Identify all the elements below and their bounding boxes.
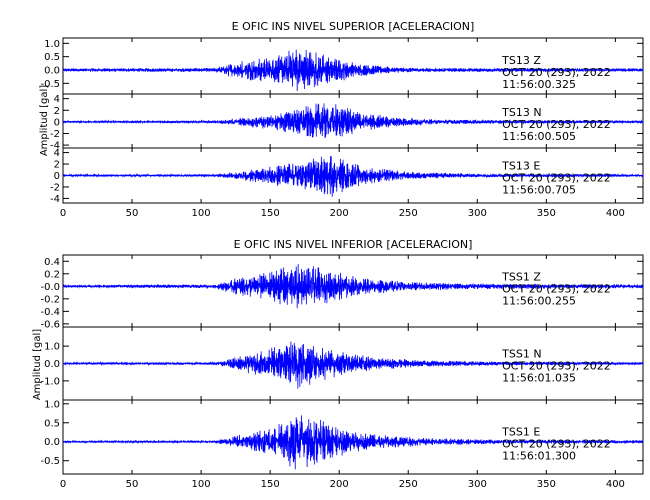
x-tick-label: 250 — [399, 208, 418, 219]
y-tick-label: 2 — [54, 160, 60, 171]
x-tick-label: 50 — [126, 208, 139, 219]
station-time: 11:56:00.325 — [502, 78, 576, 91]
station-label: TSS1 N — [501, 348, 541, 361]
chart-title: E OFIC INS NIVEL SUPERIOR [ACELERACION] — [232, 20, 475, 33]
x-tick-label: 150 — [261, 479, 280, 490]
y-tick-label: -0.5 — [40, 456, 60, 467]
x-tick-label: 150 — [261, 208, 280, 219]
station-date: OCT 20 (293), 2022 — [502, 66, 611, 79]
waveform-ts13-z — [62, 49, 644, 91]
y-tick-label: 4 — [54, 94, 60, 105]
x-tick-label: 100 — [192, 208, 211, 219]
station-label: TS13 Z — [501, 54, 541, 67]
y-tick-label: 2 — [54, 106, 60, 117]
station-date: OCT 20 (293), 2022 — [502, 360, 611, 373]
y-tick-label: -0.5 — [40, 79, 60, 90]
y-tick-label: 4 — [54, 148, 60, 159]
y-tick-label: 1.0 — [44, 39, 60, 50]
x-tick-label: 250 — [399, 479, 418, 490]
station-time: 11:56:01.300 — [502, 450, 576, 463]
x-tick-label: 200 — [330, 208, 349, 219]
waveform-tss1-n — [62, 341, 644, 389]
x-tick-label: 300 — [468, 208, 487, 219]
station-time: 11:56:00.705 — [502, 184, 576, 197]
x-tick-label: 200 — [330, 479, 349, 490]
station-date: OCT 20 (293), 2022 — [502, 118, 611, 131]
station-time: 11:56:01.035 — [502, 372, 576, 385]
chart-title: E OFIC INS NIVEL INFERIOR [ACELERACION] — [234, 238, 473, 251]
x-tick-label: 50 — [126, 479, 139, 490]
y-tick-label: -2 — [50, 182, 60, 193]
y-tick-label: -1.0 — [40, 376, 60, 387]
station-date: OCT 20 (293), 2022 — [502, 282, 611, 295]
y-tick-label: -4 — [50, 141, 60, 152]
y-tick-label: -0.6 — [40, 319, 60, 330]
y-axis-label: Amplitud [gal] — [32, 329, 43, 400]
waveform-tss1-e — [62, 415, 644, 470]
y-tick-label: 1.0 — [44, 342, 60, 353]
y-tick-label: -0.4 — [40, 307, 60, 318]
x-tick-label: 0 — [60, 208, 66, 219]
x-tick-label: 100 — [192, 479, 211, 490]
y-tick-label: -0.0 — [40, 282, 60, 293]
y-tick-label: 0.5 — [44, 52, 60, 63]
station-label: TSS1 Z — [501, 270, 541, 283]
y-tick-label: 1.0 — [44, 399, 60, 410]
x-tick-label: 400 — [606, 208, 625, 219]
y-tick-label: 0.0 — [44, 359, 60, 370]
station-label: TSS1 E — [501, 426, 540, 439]
waveform-ts13-n — [62, 103, 644, 139]
station-time: 11:56:00.255 — [502, 294, 576, 307]
y-tick-label: 0 — [54, 171, 60, 182]
panel-frame — [62, 399, 644, 475]
y-tick-label: -4 — [50, 194, 60, 205]
y-tick-label: 0.0 — [44, 66, 60, 77]
y-tick-label: -0.2 — [40, 294, 60, 305]
y-tick-label: 0.4 — [44, 257, 60, 268]
y-tick-label: 0.0 — [44, 437, 60, 448]
station-label: TS13 N — [501, 106, 541, 119]
station-date: OCT 20 (293), 2022 — [502, 172, 611, 185]
y-tick-label: -2 — [50, 129, 60, 140]
x-tick-label: 350 — [537, 208, 556, 219]
x-tick-label: 400 — [606, 479, 625, 490]
station-date: OCT 20 (293), 2022 — [502, 438, 611, 451]
y-tick-label: 0.5 — [44, 418, 60, 429]
y-tick-label: 0 — [54, 117, 60, 128]
x-tick-label: 0 — [60, 479, 66, 490]
station-label: TS13 E — [501, 160, 540, 173]
station-time: 11:56:00.505 — [502, 130, 576, 143]
y-axis-label: Amplitud [gal] — [39, 85, 50, 156]
x-tick-label: 300 — [468, 479, 487, 490]
y-tick-label: 0.2 — [44, 269, 60, 280]
waveform-tss1-z — [62, 263, 644, 309]
waveform-ts13-e — [62, 156, 644, 197]
x-tick-label: 350 — [537, 479, 556, 490]
